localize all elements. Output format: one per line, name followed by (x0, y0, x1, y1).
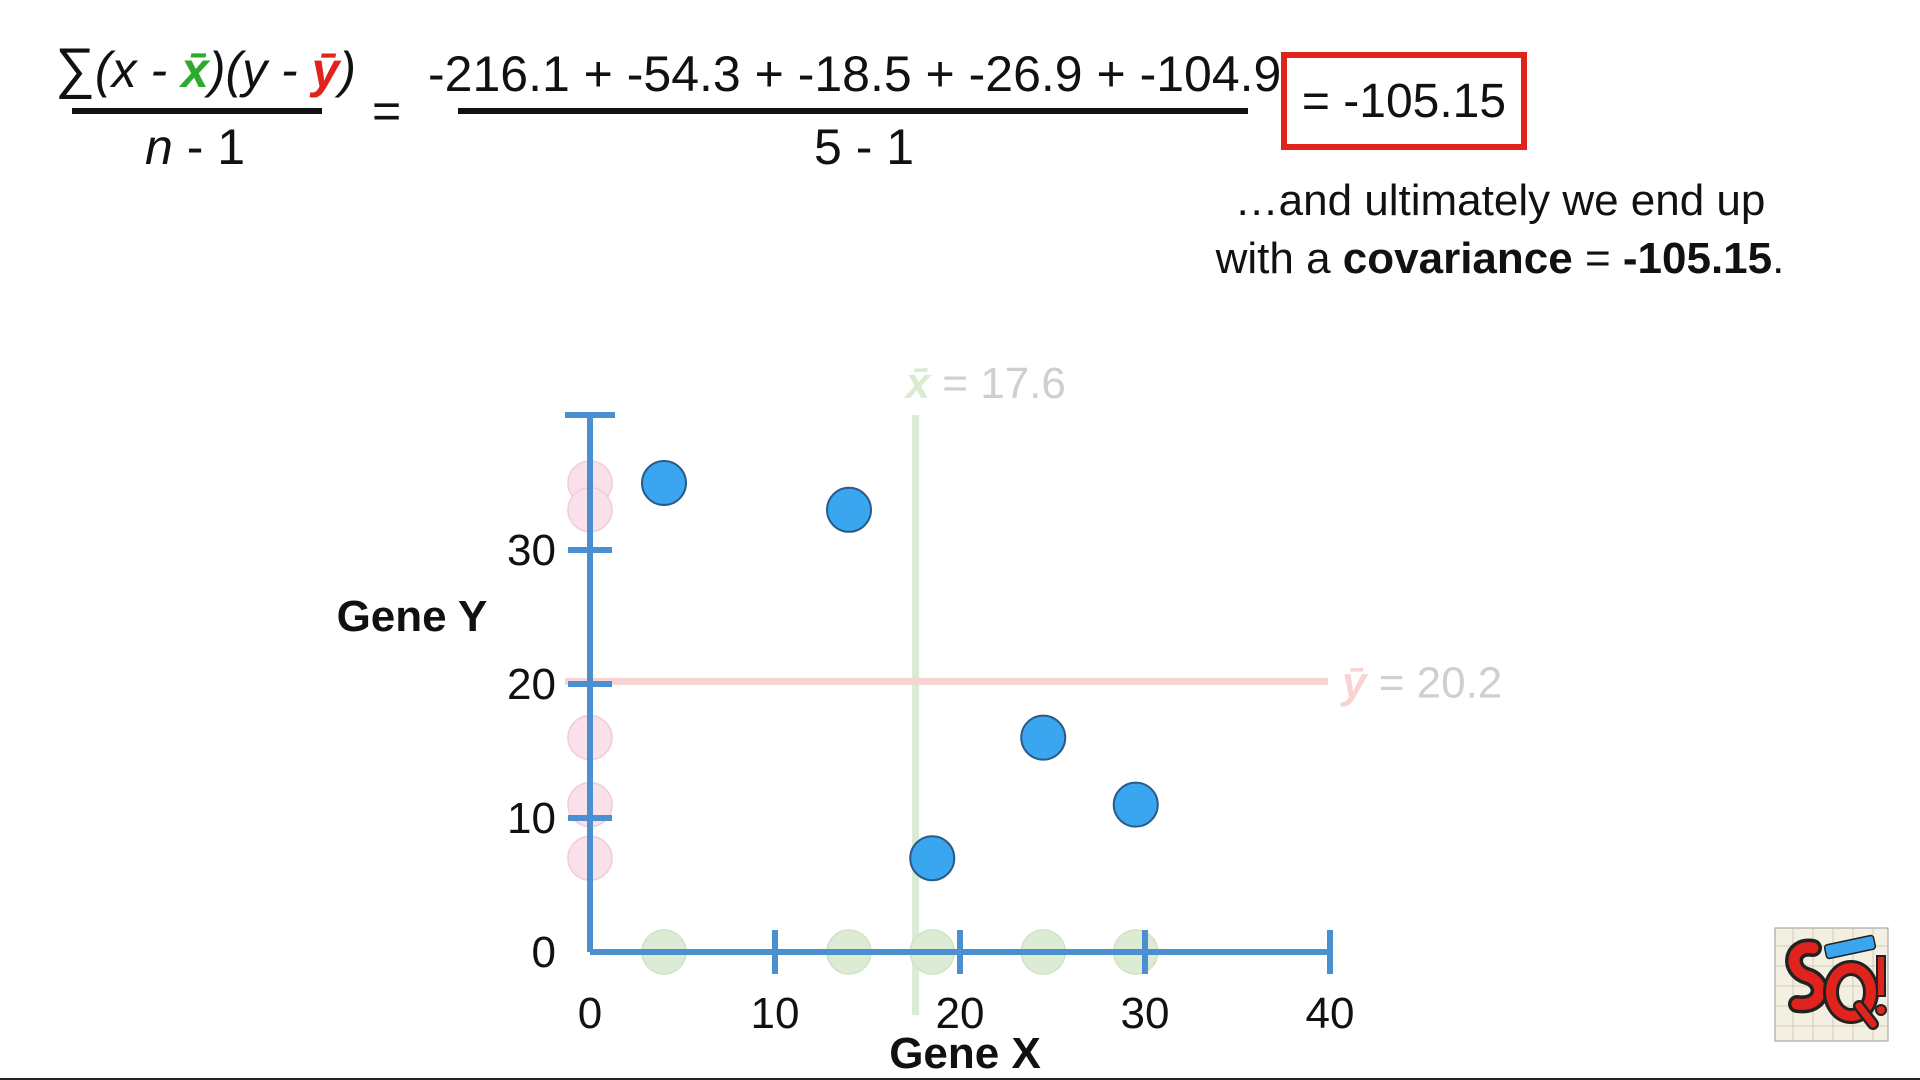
mean-lines: x̄ = 17.6 ȳ = 20.2 (565, 359, 1502, 1015)
x-tick-label-1: 10 (751, 989, 800, 1038)
caption-covariance-word: covariance (1342, 234, 1573, 283)
y-bar-symbol: ȳ (311, 42, 340, 98)
x-bar-symbol: x̄ (181, 42, 209, 98)
axes (565, 412, 1333, 974)
data-point-4 (1112, 781, 1159, 828)
x-tick-label-4: 40 (1306, 989, 1355, 1038)
axis-labels: 0 10 20 30 40 0 10 20 30 Gene X Gene Y (337, 526, 1355, 1078)
formula-equals: = (372, 83, 402, 139)
x-axis-title: Gene X (889, 1029, 1041, 1078)
data-point-3 (1020, 714, 1067, 761)
lhs-fraction-bar (72, 108, 322, 114)
mean-x-label: x̄ = 17.6 (904, 359, 1066, 408)
x-tick-label-2: 20 (936, 989, 985, 1038)
x-tick-label-0: 0 (578, 989, 602, 1038)
formula-rhs-numerator: -216.1 + -54.3 + -18.5 + -26.9 + -104.9 (428, 46, 1282, 102)
y-axis-title: Gene Y (337, 592, 488, 641)
data-point-2 (909, 835, 956, 882)
y-tick-label-1: 10 (507, 794, 556, 843)
caption-covariance-value: -105.15 (1622, 234, 1773, 283)
formula-lhs-denominator: n - 1 (145, 119, 246, 175)
caption: …and ultimately we end up with a covaria… (1160, 172, 1840, 288)
mean-y-label: ȳ = 20.2 (1340, 658, 1502, 707)
data-point-1 (826, 486, 872, 533)
formula-lhs-numerator: ∑(x - x̄)(y - ȳ) (55, 36, 357, 99)
bottom-border (0, 1078, 1920, 1080)
y-tick-label-0: 0 (532, 928, 556, 977)
data-point-0 (641, 460, 687, 506)
formula-rhs-denominator: 5 - 1 (814, 119, 915, 175)
rhs-fraction-bar (458, 108, 1248, 114)
data-points (641, 460, 1159, 882)
y-tick-label-3: 30 (507, 526, 556, 575)
result-value: = -105.15 (1301, 74, 1507, 128)
caption-line-1: …and ultimately we end up (1234, 176, 1766, 225)
projections (567, 460, 1159, 975)
statquest-logo-icon (1774, 927, 1889, 1042)
sigma-symbol: ∑ (55, 36, 95, 99)
x-tick-label-3: 30 (1121, 989, 1170, 1038)
caption-line-2: with a covariance = -105.15. (1215, 234, 1785, 283)
result-box: = -105.15 (1281, 52, 1527, 150)
y-tick-label-2: 20 (507, 660, 556, 709)
